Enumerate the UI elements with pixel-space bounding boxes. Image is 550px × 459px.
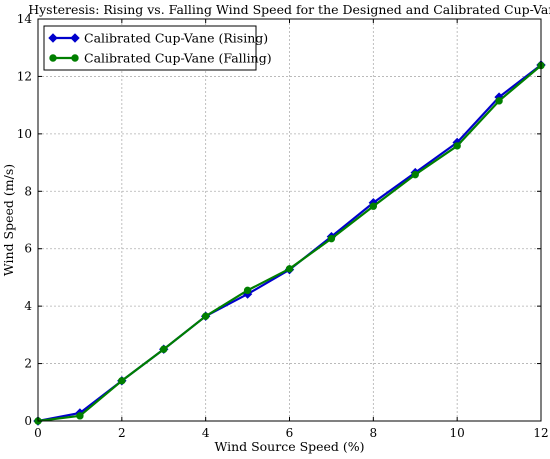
y-tick-label: 8 — [24, 184, 32, 198]
data-point — [201, 312, 210, 320]
y-tick-label: 12 — [17, 69, 32, 83]
data-point — [243, 286, 252, 295]
series-falling — [34, 61, 545, 425]
x-tick-label: 10 — [450, 426, 465, 440]
y-tick-label: 0 — [24, 414, 32, 428]
legend: Calibrated Cup-Vane (Rising) Calibrated C… — [43, 25, 272, 71]
series-layer — [33, 60, 546, 426]
y-tick-label: 4 — [24, 299, 32, 313]
data-point — [495, 97, 503, 105]
x-tick-label: 12 — [533, 426, 548, 440]
x-tick-label: 2 — [118, 426, 126, 440]
y-axis-label: Wind Speed (m/s) — [1, 164, 16, 276]
chart-title: Hysteresis: Rising vs. Falling Wind Spee… — [28, 2, 550, 17]
legend-marker — [49, 54, 57, 62]
plot-frame — [37, 18, 542, 422]
data-point — [76, 412, 84, 420]
legend-marker — [48, 33, 58, 43]
y-tick-label: 14 — [17, 12, 33, 26]
y-tick-label: 6 — [24, 242, 32, 256]
legend-label: Calibrated Cup-Vane (Rising) — [84, 31, 268, 46]
data-point — [453, 142, 461, 150]
data-point — [411, 170, 419, 179]
x-axis-label: Wind Source Speed (%) — [214, 439, 364, 454]
x-tick-label: 0 — [34, 426, 42, 440]
data-point — [118, 377, 126, 385]
data-point — [285, 265, 294, 273]
data-point — [369, 202, 378, 210]
legend-box — [43, 25, 257, 71]
y-tick-label: 10 — [17, 127, 32, 141]
x-tick-label: 8 — [370, 426, 378, 440]
axis-ticks: 0 2 4 6 8 10 12 0 2 4 6 8 10 12 14 — [17, 12, 549, 440]
x-tick-label: 6 — [286, 426, 294, 440]
legend-marker — [71, 54, 79, 62]
y-tick-label: 2 — [24, 357, 32, 371]
data-point — [327, 234, 336, 243]
x-tick-label: 4 — [202, 426, 210, 440]
legend-label: Calibrated Cup-Vane (Falling) — [84, 51, 272, 66]
data-point — [160, 345, 168, 353]
grid — [38, 19, 541, 421]
legend-marker — [70, 33, 80, 43]
